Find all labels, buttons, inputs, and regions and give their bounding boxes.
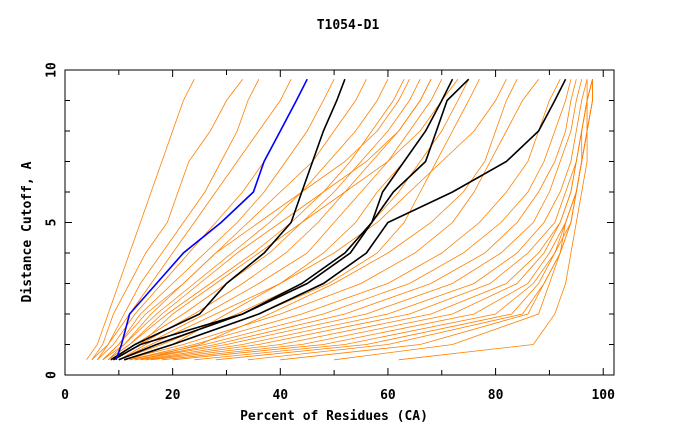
x-tick-label: 100 (591, 388, 615, 403)
series-line-other (398, 79, 593, 361)
y-tick-label: 0 (45, 371, 60, 379)
series-line-reference (118, 78, 470, 361)
series-line-other (172, 79, 593, 361)
series-line-other (91, 79, 260, 361)
series-line-highlight (115, 78, 308, 361)
series-line-other (102, 79, 410, 361)
series-line-other (107, 79, 432, 361)
series-line-reference (123, 78, 567, 361)
series-lines (86, 78, 593, 361)
plot-frame (64, 69, 615, 376)
series-line-other (102, 79, 335, 361)
y-tick-label: 5 (45, 219, 60, 227)
series-line-other (91, 78, 243, 361)
y-tick-label: 10 (45, 62, 60, 78)
series-line-other (102, 79, 367, 361)
x-tick-label: 80 (488, 388, 504, 403)
y-axis-label: Distance Cutoff, A (20, 161, 35, 302)
x-tick-label: 0 (61, 388, 69, 403)
series-line-other (86, 79, 195, 361)
axis-ticks: 0 20 40 60 80 100 0 5 10 (45, 62, 616, 403)
series-line-other (96, 79, 292, 361)
x-tick-label: 20 (165, 388, 181, 403)
series-line-other (118, 79, 443, 361)
x-axis-label: Percent of Residues (CA) (240, 409, 428, 424)
series-line-other (140, 79, 518, 361)
series-line-other (124, 78, 539, 361)
series-line-other (129, 79, 507, 361)
series-line-other (134, 79, 577, 361)
x-tick-label: 60 (380, 388, 396, 403)
series-line-other (134, 79, 583, 361)
series-line-other (129, 79, 572, 361)
series-line-other (129, 79, 561, 361)
series-line-other (107, 79, 389, 361)
series-line-other (280, 79, 593, 361)
series-line-other (140, 79, 588, 361)
x-tick-label: 40 (272, 388, 288, 403)
series-line-reference (110, 78, 346, 361)
chart-title: T1054-D1 (317, 18, 380, 33)
series-line-other (113, 79, 453, 361)
series-line-reference (113, 78, 454, 361)
series-line-other (247, 79, 593, 361)
